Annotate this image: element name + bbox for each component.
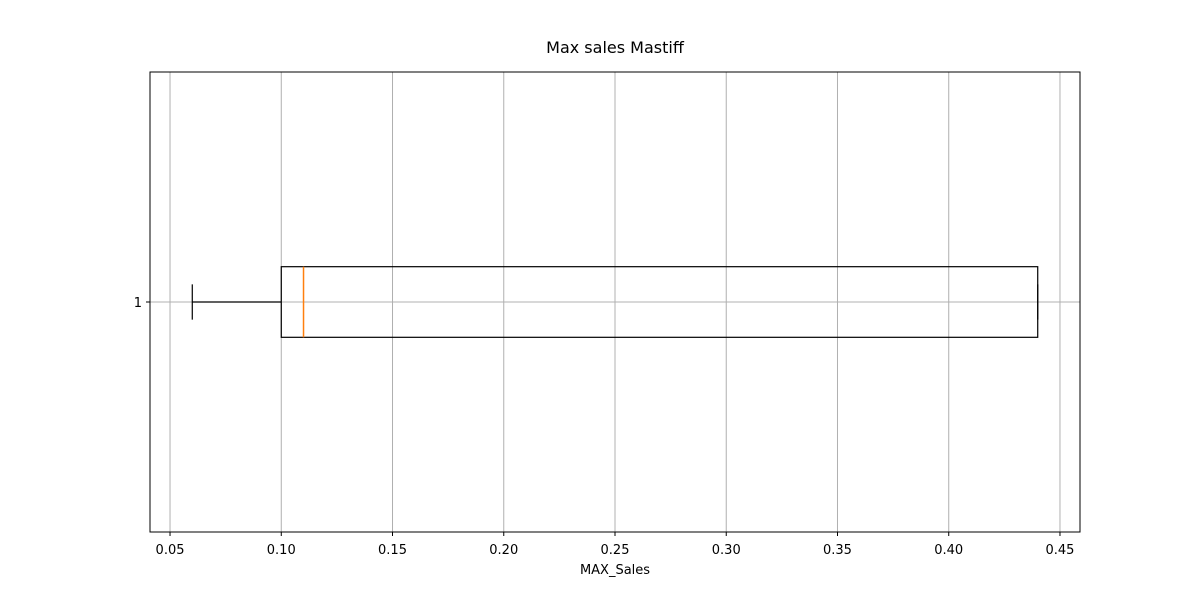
iqr-box: [280, 266, 1039, 338]
x-tick-label: 0.45: [1045, 543, 1074, 558]
grid-layer: [150, 72, 1080, 532]
x-tick-label: 0.30: [712, 543, 741, 558]
x-tick-label: 0.20: [489, 543, 518, 558]
x-tick-label: 0.40: [934, 543, 963, 558]
chart-title: Max sales Mastiff: [546, 38, 685, 57]
x-tick-label: 0.25: [601, 543, 630, 558]
x-tick-label: 0.05: [156, 543, 185, 558]
x-axis-ticks: 0.05 0.10 0.15 0.20 0.25 0.30 0.35 0.40 0.45: [156, 532, 1074, 558]
y-axis-ticks: 1: [134, 296, 150, 311]
x-tick-label: 0.15: [378, 543, 407, 558]
x-tick-label: 0.35: [823, 543, 852, 558]
box-layer: [191, 266, 1039, 338]
x-tick-label: 0.10: [267, 543, 296, 558]
x-axis-label: MAX_Sales: [580, 563, 650, 578]
y-tick-label: 1: [134, 296, 142, 311]
